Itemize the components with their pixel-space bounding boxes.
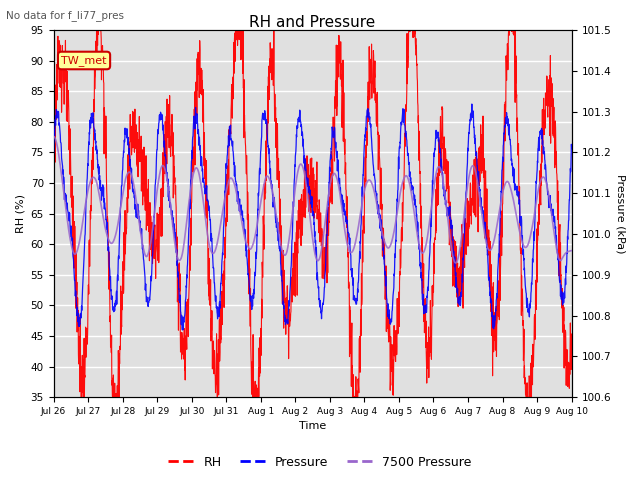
Y-axis label: RH (%): RH (%) [15,194,25,233]
Text: TW_met: TW_met [61,55,107,66]
Legend: RH, Pressure, 7500 Pressure: RH, Pressure, 7500 Pressure [163,451,477,474]
Title: RH and Pressure: RH and Pressure [250,15,376,30]
X-axis label: Time: Time [299,421,326,432]
Y-axis label: Pressure (kPa): Pressure (kPa) [615,174,625,253]
Text: No data for f_li77_pres: No data for f_li77_pres [6,10,124,21]
